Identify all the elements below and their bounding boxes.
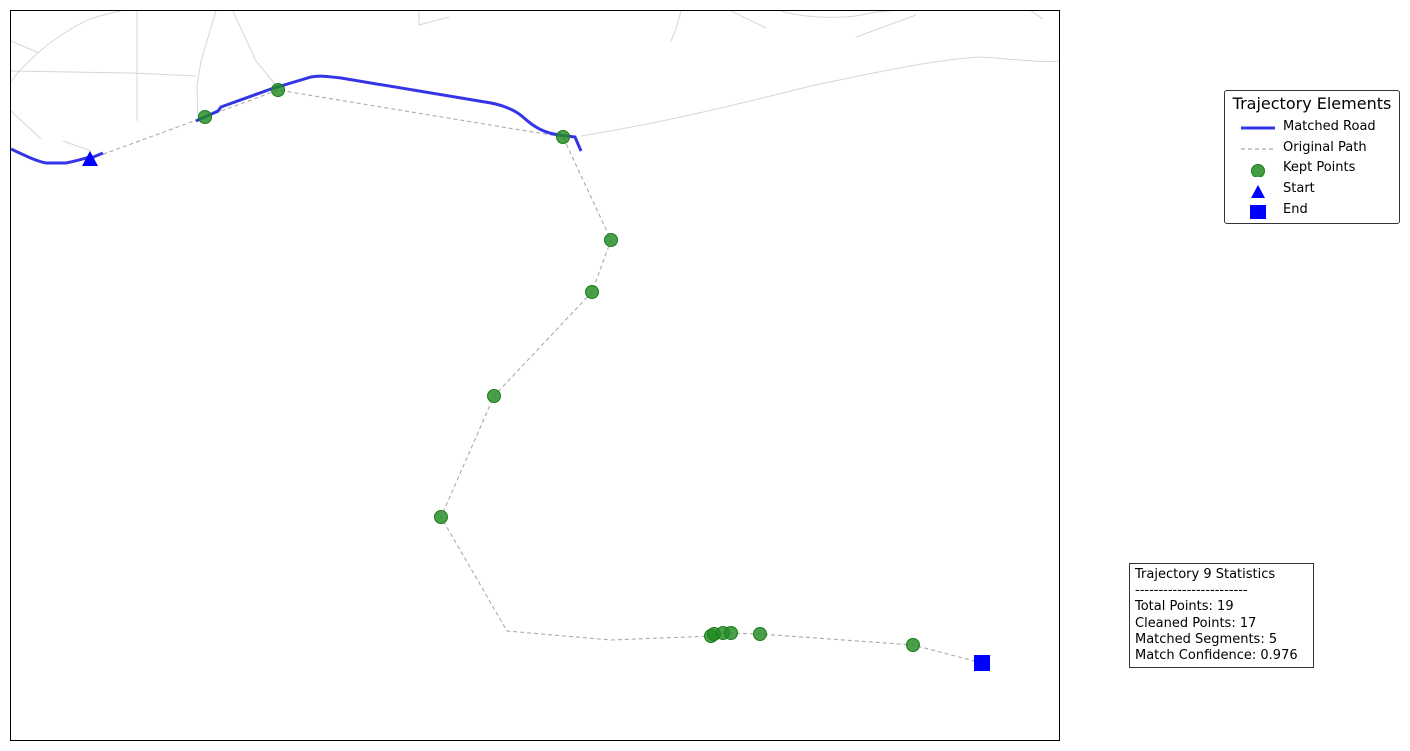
- kept-point: [434, 510, 448, 524]
- map-frame[interactable]: [10, 10, 1060, 741]
- legend-label-matched-road: Matched Road: [1283, 119, 1376, 134]
- map-canvas[interactable]: [11, 11, 1060, 741]
- background-road: [62, 140, 92, 152]
- kept-points-swatch-icon: [1251, 164, 1265, 177]
- background-road: [11, 11, 122, 82]
- legend-item-matched-road: Matched Road: [1225, 118, 1399, 138]
- background-road: [855, 14, 917, 38]
- kept-point: [585, 285, 599, 299]
- legend: Trajectory Elements Matched Road Origina…: [1224, 90, 1400, 224]
- kept-point: [487, 389, 501, 403]
- background-road: [11, 70, 197, 77]
- legend-item-end: End: [1225, 201, 1399, 221]
- legend-title: Trajectory Elements: [1232, 94, 1392, 113]
- background-road: [11, 40, 40, 54]
- kept-point: [753, 627, 767, 641]
- end-square-icon: [1250, 205, 1266, 219]
- matched-road-swatch-icon: [1241, 126, 1275, 130]
- background-road: [11, 110, 42, 140]
- legend-label-kept-points: Kept Points: [1283, 160, 1356, 175]
- background-road: [670, 11, 682, 42]
- background-road: [232, 11, 280, 90]
- original-path-swatch-icon: [1241, 148, 1275, 150]
- matched-road-segment: [11, 147, 91, 165]
- stats-match-confidence: Match Confidence: 0.976: [1135, 648, 1298, 664]
- end-marker: [974, 655, 990, 671]
- background-road: [1030, 11, 1044, 20]
- stats-matched-segments: Matched Segments: 5: [1135, 631, 1278, 647]
- start-marker: [82, 151, 98, 166]
- legend-label-end: End: [1283, 202, 1308, 217]
- kept-point: [271, 83, 285, 97]
- stats-cleaned-points: Cleaned Points: 17: [1135, 615, 1257, 631]
- kept-point: [604, 233, 618, 247]
- background-road: [580, 56, 1059, 137]
- start-triangle-icon: [1251, 185, 1265, 198]
- background-road: [196, 11, 217, 120]
- legend-label-start: Start: [1283, 181, 1315, 196]
- legend-item-kept-points: Kept Points: [1225, 159, 1399, 179]
- background-roads: [11, 11, 1059, 152]
- legend-label-original-path: Original Path: [1283, 140, 1367, 155]
- stats-total-points: Total Points: 19: [1135, 599, 1234, 615]
- legend-item-start: Start: [1225, 180, 1399, 200]
- statistics-box: Trajectory 9 Statistics ----------------…: [1129, 563, 1314, 668]
- original-path: [89, 89, 983, 664]
- background-road: [730, 11, 767, 29]
- legend-item-original-path: Original Path: [1225, 139, 1399, 159]
- kept-point: [906, 638, 920, 652]
- background-road: [780, 11, 892, 18]
- kept-point: [556, 130, 570, 144]
- matched-road-segment: [195, 74, 583, 152]
- kept-point: [198, 110, 212, 124]
- stats-title: Trajectory 9 Statistics: [1135, 567, 1276, 582]
- stats-separator: ------------------------: [1135, 583, 1248, 599]
- kept-point: [724, 626, 738, 640]
- background-road: [418, 11, 450, 26]
